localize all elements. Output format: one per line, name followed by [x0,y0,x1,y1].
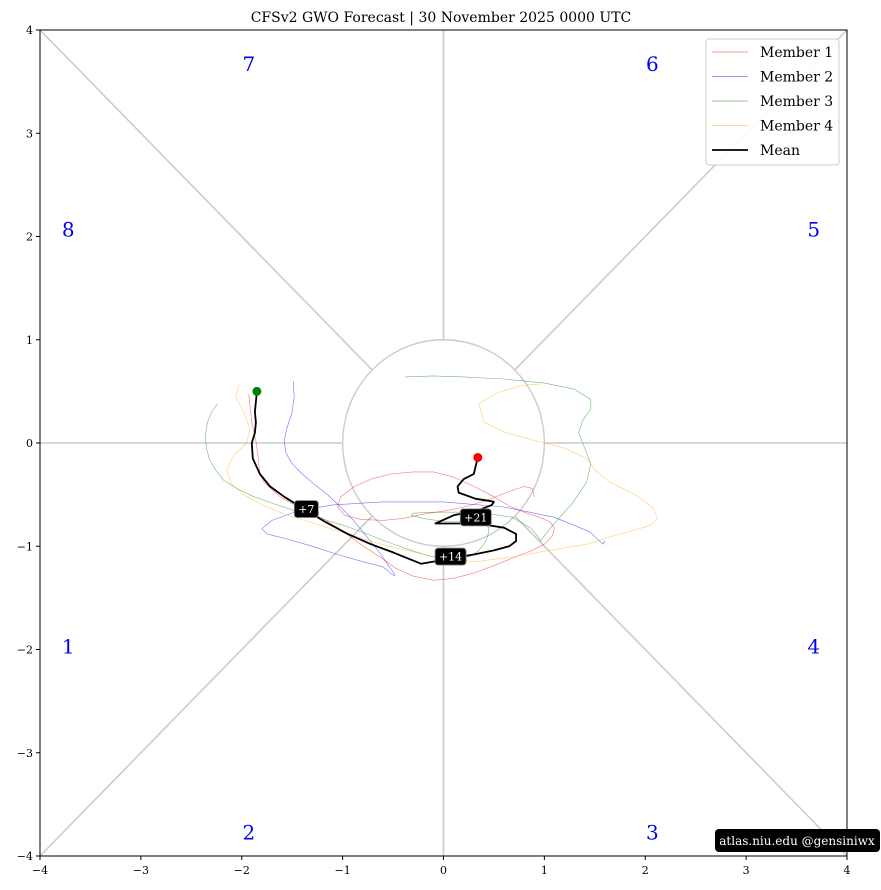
x-tick-label: 2 [642,864,649,877]
y-tick-label: −4 [17,850,33,863]
phase-label-2: 2 [242,820,255,844]
phase-label-4: 4 [807,634,820,658]
credit-text: atlas.niu.edu @gensiniwx [719,834,875,848]
axis-ticks: −4 −3 −2 −1 0 1 2 3 4 −4 −3 −2 −1 0 1 2 3 4 [17,24,851,877]
y-tick-label: 1 [26,334,33,347]
series-line-member-3 [205,375,592,559]
phase-label-8: 8 [62,217,75,241]
chart-title: CFSv2 GWO Forecast | 30 November 2025 00… [251,10,632,26]
diagonal-line-sw [39,515,373,857]
legend-entry-label: Member 2 [760,70,833,86]
day-label: +14 [439,551,462,564]
y-tick-label: −2 [17,644,33,657]
day-label-box [434,547,467,566]
credit-background [715,829,880,852]
start-point-marker [252,386,262,396]
legend-entry-label: Member 4 [760,119,833,135]
x-tick-label: −3 [133,864,149,877]
credit-badge: atlas.niu.edu @gensiniwx [715,829,880,852]
x-tick-label: 3 [743,864,750,877]
y-tick-label: 4 [26,24,33,37]
x-tick-label: 1 [541,864,548,877]
series-line-mean [250,390,517,565]
unit-circle-layer [341,339,546,547]
x-tick-label: 4 [844,864,851,877]
day-label-box [293,500,319,518]
day-label-box [459,508,492,527]
phase-label-7: 7 [242,52,255,76]
series-line-member-1 [248,394,555,581]
legend-entry-label: Member 1 [760,45,833,61]
phase-label-3: 3 [646,820,659,844]
y-tick-label: −1 [17,540,33,553]
diagonal-line-se [514,515,848,857]
x-tick-label: −2 [234,864,250,877]
phase-label-5: 5 [807,217,820,241]
phase-divider-lines [39,29,848,857]
phase-label-6: 6 [646,52,659,76]
legend-box [705,38,840,166]
y-tick-label: 2 [26,231,33,244]
x-tick-label: −1 [335,864,351,877]
phase-label-1: 1 [62,634,75,658]
legend-entry-label: Mean [760,143,800,159]
series-line-member-2 [261,380,606,576]
y-tick-label: 0 [26,437,33,450]
day-label: +7 [298,503,314,516]
legend-entry-label: Member 3 [760,94,833,110]
diagonal-line-nw [39,29,373,371]
y-tick-label: 3 [26,127,33,140]
legend: Member 1 Member 2 Member 3 Member 4 Mean [705,38,840,166]
x-tick-label: −4 [32,864,48,877]
day-labels: +7 +14 +21 [293,500,492,566]
endpoint-markers [252,386,483,462]
y-tick-label: −3 [17,747,33,760]
end-point-marker [473,452,483,462]
unit-circle [341,339,546,547]
series-layer [205,375,658,581]
day-label: +21 [464,511,487,524]
series-line-member-4 [226,383,658,563]
phase-labels: 1 2 3 4 5 6 7 8 [62,52,820,844]
x-tick-label: 0 [440,864,447,877]
